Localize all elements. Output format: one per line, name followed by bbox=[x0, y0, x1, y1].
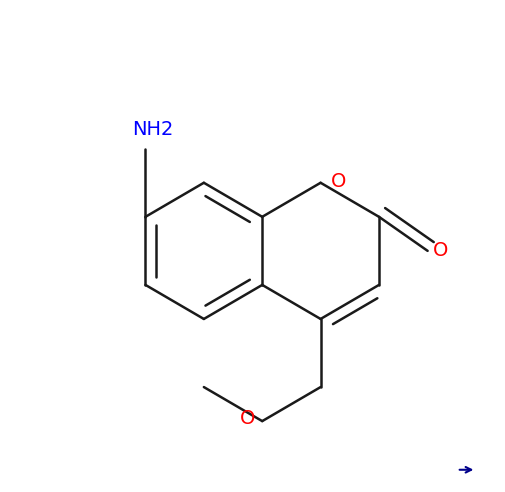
Text: O: O bbox=[432, 242, 448, 260]
Text: O: O bbox=[331, 172, 346, 191]
Text: NH2: NH2 bbox=[132, 120, 173, 139]
Text: O: O bbox=[239, 409, 255, 428]
